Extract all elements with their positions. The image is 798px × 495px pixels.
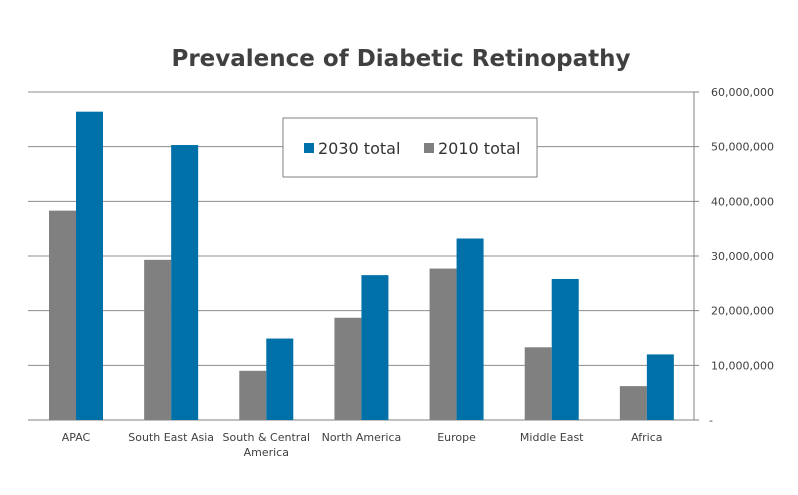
legend-swatch [304, 143, 314, 153]
x-category-label: South East Asia [128, 431, 214, 444]
x-category-label: APAC [62, 431, 91, 444]
y-axis-ticks: - 10,000,000 20,000,000 30,000,000 40,000,00… [709, 86, 774, 427]
y-tick-label: 60,000,000 [711, 86, 774, 99]
x-category-label: America [244, 446, 289, 459]
bar-2010-total [144, 259, 172, 420]
y-tick-label: 40,000,000 [711, 195, 774, 208]
y-tick-label: 30,000,000 [711, 250, 774, 263]
legend-box [282, 117, 538, 178]
chart-title: Prevalence of Diabetic Retinopathy [171, 46, 630, 72]
bar-2030-total [266, 338, 294, 420]
gridlines [28, 91, 699, 421]
x-axis-labels: APAC South East Asia South & Central Americ… [62, 431, 663, 459]
x-category-label: Middle East [520, 431, 584, 444]
bar-2010-total [429, 268, 457, 420]
legend-label: 2030 total [318, 139, 400, 158]
bars [49, 111, 674, 421]
legend-label: 2010 total [438, 139, 520, 158]
y-tick-label: - [709, 414, 713, 427]
bar-2010-total [334, 317, 362, 420]
legend: 2030 total 2010 total [282, 117, 538, 178]
bar-2030-total [361, 275, 389, 420]
bar-2030-total [76, 111, 103, 421]
y-tick-label: 50,000,000 [711, 141, 774, 154]
x-category-label: South & Central [222, 431, 310, 444]
bar-2030-total [646, 354, 674, 420]
bar-2010-total [49, 210, 76, 420]
x-category-label: North America [322, 431, 402, 444]
legend-swatch [424, 143, 434, 153]
bar-2030-total [551, 278, 579, 420]
x-category-label: Africa [631, 431, 662, 444]
bar-2010-total [524, 347, 552, 420]
bar-2030-total [171, 145, 199, 420]
y-tick-label: 20,000,000 [711, 305, 774, 318]
bar-2010-total [239, 370, 267, 420]
y-tick-label: 10,000,000 [711, 359, 774, 372]
bar-2010-total [619, 386, 647, 420]
x-category-label: Europe [437, 431, 476, 444]
bar-2030-total [456, 238, 484, 420]
